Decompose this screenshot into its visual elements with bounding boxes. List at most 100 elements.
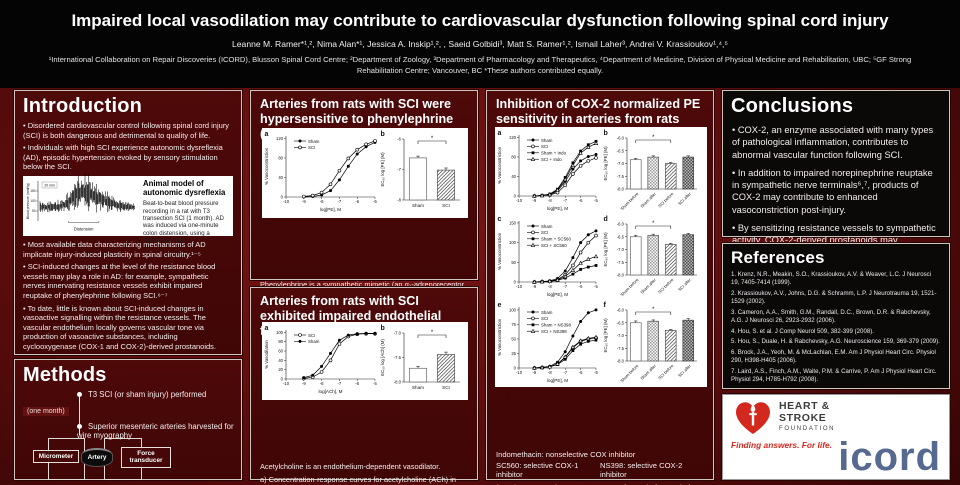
force-transducer-label: Force transducer — [121, 447, 171, 468]
svg-text:0: 0 — [281, 195, 284, 200]
svg-text:-6: -6 — [355, 381, 359, 386]
svg-text:-6: -6 — [355, 199, 359, 204]
pe-dose-response-chart: -10 -9 -8 -7 -6 -5 0 40 80 120 log[PE], M % Vasocon… — [264, 131, 378, 212]
svg-text:-8: -8 — [548, 198, 552, 203]
affiliations: ¹International Collaboration on Repair D… — [48, 55, 912, 75]
timeline-pin-icon — [77, 392, 82, 403]
svg-text:50: 50 — [511, 260, 516, 265]
reference-item: 2. Krassioukov, A.V., Johns, D.G. & Schr… — [731, 289, 937, 305]
svg-text:-7: -7 — [563, 284, 567, 289]
svg-text:SCI: SCI — [541, 230, 548, 235]
svg-text:SCI: SCI — [541, 144, 548, 149]
indomethacin-note: Indomethacin: nonselective COX inhibitor — [496, 449, 636, 459]
svg-text:-6: -6 — [579, 284, 583, 289]
icord-logo: icord — [838, 435, 941, 479]
svg-text:SCI: SCI — [308, 145, 315, 150]
intro-figure-text: Animal model of autonomic dysreflexia Be… — [143, 179, 229, 245]
svg-text:-7: -7 — [563, 370, 567, 375]
introduction-panel: Introduction Disordered cardiovascular c… — [14, 90, 242, 412]
svg-text:-8.0: -8.0 — [394, 380, 402, 385]
svg-text:Sham: Sham — [541, 310, 553, 315]
methods-panel: Methods T3 SCI (or sham injury) performe… — [14, 359, 242, 480]
svg-text:80: 80 — [511, 154, 516, 159]
intro-bullet: To date, little is known about SCI-induc… — [23, 304, 233, 352]
artery-cylinder: Artery — [81, 448, 113, 467]
svg-text:-6: -6 — [397, 137, 401, 142]
ach-caption-2: a) Concentration-response curves for ace… — [260, 475, 458, 485]
svg-text:-10: -10 — [516, 370, 523, 375]
svg-text:b: b — [604, 130, 608, 137]
methods-heading: Methods — [23, 364, 107, 386]
svg-text:120: 120 — [509, 135, 517, 140]
svg-text:50: 50 — [511, 336, 516, 341]
svg-text:EC₅₀ log [PE] (M): EC₅₀ log [PE] (M) — [380, 152, 385, 187]
ach-dose-response-chart: -10 -9 -8 -7 -6 -5 0 20 40 60 80 100 log[ACh], M % Va… — [264, 325, 378, 394]
svg-text:SCI: SCI — [442, 203, 450, 208]
svg-text:20: 20 — [278, 367, 283, 372]
svg-text:SCI after: SCI after — [677, 277, 692, 292]
sponsor-logos-panel: HEART & STROKE FOUNDATION Finding answer… — [722, 394, 950, 480]
methods-step-2: Superior mesenteric arteries harvested f… — [77, 422, 241, 440]
reference-item: 6. Brock, J.A., Yeoh, M. & McLachlan, E.… — [731, 349, 936, 365]
svg-text:c: c — [498, 216, 502, 223]
svg-text:% Vasoconstriction: % Vasoconstriction — [497, 232, 502, 270]
svg-text:-8: -8 — [397, 198, 401, 203]
svg-text:-6: -6 — [579, 370, 583, 375]
intro-bullet: Disordered cardiovascular control follow… — [23, 121, 233, 140]
svg-text:-8.0: -8.0 — [617, 187, 625, 192]
svg-text:-9: -9 — [533, 284, 537, 289]
svg-text:d: d — [604, 216, 608, 223]
hsf-tagline: Finding answers. For life. — [731, 440, 832, 450]
conclusion-bullet: In addition to impaired norepinephrine r… — [732, 167, 940, 216]
ns398-ec50-bar-chart: -6.0 -6.5 -7.0 -7.5 -8.0 EC₅₀ log [PE] (M) f Sh… — [603, 302, 697, 383]
svg-text:log[PE], M: log[PE], M — [547, 378, 568, 383]
cox-caption-1: (a,c,e) Concentration-response curves fo… — [496, 483, 704, 485]
svg-text:-5: -5 — [373, 381, 377, 386]
svg-text:Sham + NS398: Sham + NS398 — [541, 323, 571, 328]
svg-text:SCI: SCI — [308, 333, 315, 338]
svg-text:-10: -10 — [516, 284, 523, 289]
ach-ec50-bar-chart: -7.0 -7.5 -8.0 EC₅₀ log [ACh] (M) b Sham SCI * — [380, 325, 460, 390]
svg-text:EC₅₀ log [PE] (M): EC₅₀ log [PE] (M) — [603, 232, 608, 267]
svg-text:150: 150 — [30, 189, 36, 193]
svg-text:Sham + Indo: Sham + Indo — [541, 151, 567, 156]
svg-text:-7.5: -7.5 — [394, 355, 402, 360]
svg-text:Sham: Sham — [308, 339, 320, 344]
svg-text:Sham after: Sham after — [639, 191, 657, 209]
svg-text:a: a — [265, 325, 269, 332]
svg-text:SCI: SCI — [541, 316, 548, 321]
svg-text:Sham: Sham — [412, 385, 424, 390]
svg-text:80: 80 — [278, 155, 283, 160]
svg-text:log[PE], M: log[PE], M — [547, 292, 568, 297]
inhibitor-notes: SC560: selective COX-1 inhibitor NS398: … — [496, 461, 704, 479]
hsf-line-1: HEART & — [779, 400, 830, 412]
svg-text:Sham: Sham — [541, 138, 553, 143]
svg-text:*: * — [652, 221, 655, 227]
svg-text:0: 0 — [514, 280, 517, 285]
timeline-line — [79, 398, 80, 424]
svg-text:% Vasoconstriction: % Vasoconstriction — [497, 318, 502, 356]
methods-step-1: T3 SCI (or sham injury) performed — [77, 390, 206, 403]
svg-text:Sham: Sham — [541, 224, 553, 229]
poster-header: Impaired local vasodilation may contribu… — [0, 0, 960, 88]
svg-text:-7: -7 — [338, 381, 342, 386]
svg-text:0: 0 — [281, 377, 284, 382]
svg-text:SCI + Indo: SCI + Indo — [541, 157, 562, 162]
svg-text:-10: -10 — [283, 199, 290, 204]
svg-text:-7: -7 — [563, 198, 567, 203]
svg-text:SCI before: SCI before — [657, 191, 675, 209]
svg-text:-7.5: -7.5 — [617, 174, 625, 179]
svg-text:0: 0 — [514, 194, 517, 199]
indo-dose-response-chart: -10 -9 -8 -7 -6 -5 0 40 80 120 log[PE], M % Vasocon… — [497, 130, 599, 211]
intro-figure-caption: Beat-to-beat blood pressure recording in… — [143, 200, 224, 245]
svg-text:25: 25 — [511, 351, 516, 356]
svg-text:-6: -6 — [579, 198, 583, 203]
svg-text:80: 80 — [278, 339, 283, 344]
ach-caption-1: Acetylcholine is an endothelium-dependen… — [260, 461, 441, 471]
svg-text:Sham: Sham — [308, 139, 320, 144]
svg-text:-6.0: -6.0 — [617, 222, 625, 227]
svg-text:Sham: Sham — [412, 203, 424, 208]
timeline-pin-icon — [77, 424, 82, 435]
svg-text:-7.0: -7.0 — [617, 333, 625, 338]
